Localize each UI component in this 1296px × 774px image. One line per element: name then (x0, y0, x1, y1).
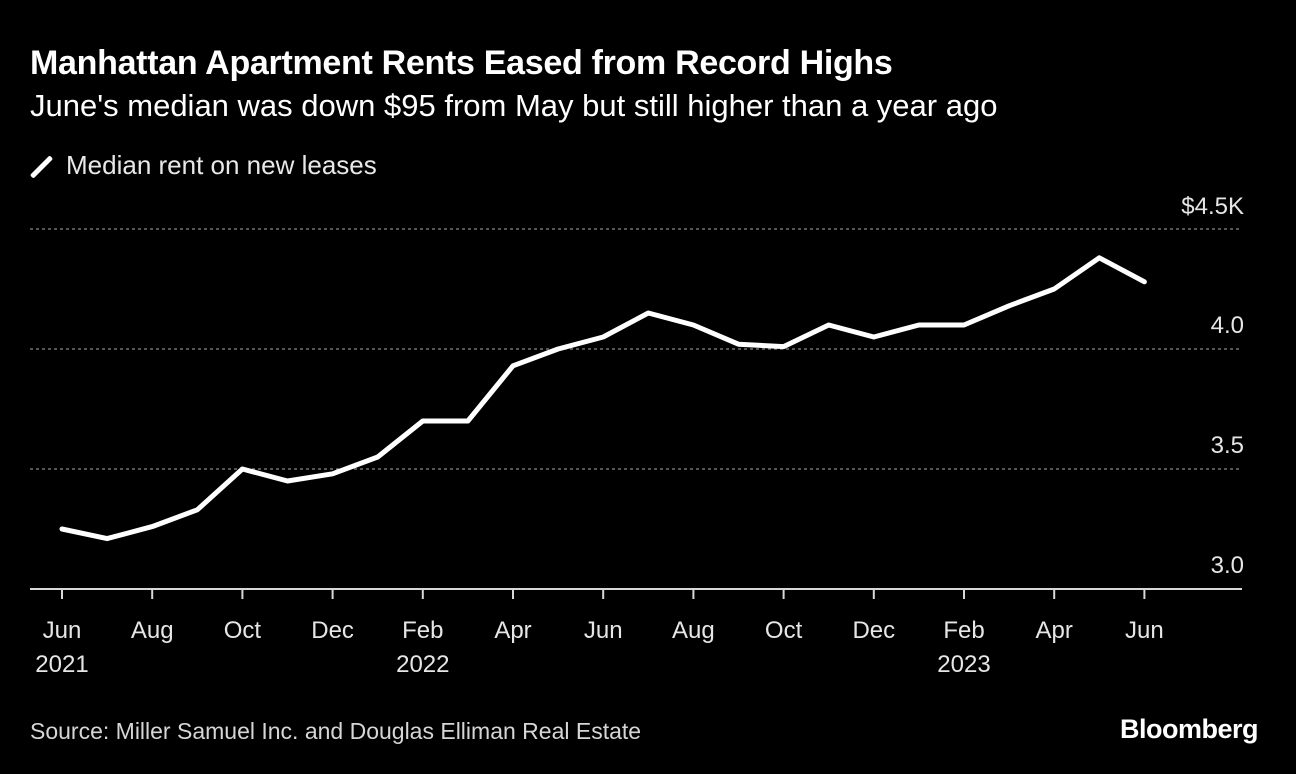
x-tick-label: Oct (224, 617, 262, 644)
x-tick-label: Aug (131, 617, 174, 644)
legend: Median rent on new leases (30, 150, 377, 181)
x-tick-year-label: 2022 (396, 651, 449, 678)
x-tick-label: Jun (584, 617, 623, 644)
x-tick-year-label: 2023 (937, 651, 990, 678)
legend-label: Median rent on new leases (66, 150, 377, 180)
x-tick-label: Apr (494, 617, 531, 644)
chart-subtitle: June's median was down $95 from May but … (30, 88, 998, 123)
x-tick-year-label: 2021 (35, 651, 88, 678)
y-tick-label: $4.5K (1181, 193, 1244, 220)
y-tick-label: 3.5 (1211, 432, 1244, 459)
x-tick-label: Dec (852, 617, 895, 644)
x-tick-label: Feb (402, 617, 443, 644)
x-tick-label: Jun (1125, 617, 1164, 644)
bloomberg-logo: Bloomberg (1119, 714, 1259, 744)
series-line-0 (59, 255, 1147, 542)
x-tick-label: Jun (43, 617, 82, 644)
chart-title: Manhattan Apartment Rents Eased from Rec… (30, 44, 893, 82)
x-tick-label: Aug (672, 617, 715, 644)
x-tick-label: Dec (311, 617, 354, 644)
y-tick-label: 4.0 (1211, 312, 1244, 339)
source-note: Source: Miller Samuel Inc. and Douglas E… (30, 718, 642, 744)
y-tick-label: 3.0 (1211, 552, 1244, 579)
x-tick-label: Feb (943, 617, 984, 644)
x-tick-label: Oct (765, 617, 803, 644)
x-tick-label: Apr (1036, 617, 1073, 644)
